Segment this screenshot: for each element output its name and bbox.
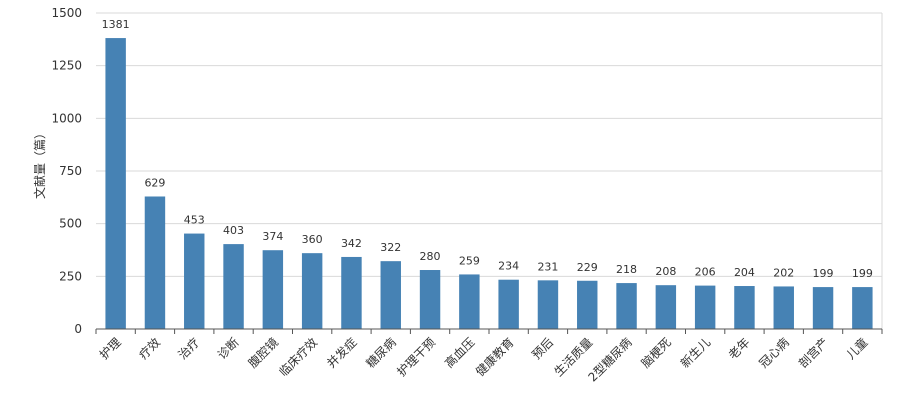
x-tick-label: 护理: [97, 335, 124, 362]
bar: [301, 253, 323, 329]
x-tick-label: 疗效: [135, 335, 163, 363]
y-tick-label: 1000: [51, 111, 82, 125]
data-label: 218: [616, 263, 637, 276]
bar: [419, 270, 441, 329]
bar: [773, 286, 794, 329]
x-tick-label: 临床疗效: [276, 335, 321, 380]
gridlines: [96, 12, 883, 329]
data-label: 259: [459, 254, 480, 267]
bar: [498, 279, 519, 329]
bar: [184, 233, 205, 329]
bar: [694, 285, 716, 329]
data-label: 360: [302, 233, 323, 246]
x-tick-label: 并发症: [323, 335, 359, 371]
data-label: 322: [380, 241, 401, 254]
bar: [812, 287, 834, 329]
bar: [223, 244, 244, 329]
bar: [577, 280, 598, 329]
y-tick-label: 0: [74, 322, 82, 336]
data-labels: 1381 629 453 403 374 360 342 322 280 259 234 231 229…: [102, 18, 873, 280]
x-tick-label: 腹腔镜: [245, 335, 281, 371]
bar: [537, 280, 559, 329]
bars: [105, 38, 873, 329]
data-label: 202: [773, 266, 794, 279]
x-tick-label: 冠心病: [756, 335, 792, 371]
bar: [380, 261, 401, 329]
x-tick-label: 儿童: [843, 335, 871, 363]
bar: [459, 274, 480, 329]
data-label: 204: [734, 266, 755, 279]
data-label: 199: [852, 267, 873, 280]
data-label: 206: [695, 266, 716, 279]
data-label: 280: [420, 250, 441, 263]
x-tick-label: 护理干预: [394, 335, 438, 379]
data-label: 208: [655, 265, 676, 278]
x-tick-label: 治疗: [175, 335, 202, 362]
bar: [655, 285, 677, 329]
data-label: 374: [262, 230, 283, 243]
x-tick-label: 新生儿: [677, 335, 713, 371]
y-tick-label: 750: [59, 164, 82, 178]
x-tick-label: 预后: [529, 335, 556, 362]
x-tick-label: 老年: [726, 335, 753, 362]
x-tick-label: 糖尿病: [363, 335, 399, 371]
data-label: 234: [498, 260, 519, 273]
x-tick-label: 高血压: [441, 335, 477, 371]
y-tick-label: 500: [59, 217, 82, 231]
bar: [734, 286, 755, 329]
data-label: 229: [577, 261, 598, 274]
data-label: 453: [184, 214, 205, 227]
data-label: 629: [144, 176, 165, 189]
y-axis-title: 文献量（篇）: [32, 127, 47, 199]
y-tick-label: 1250: [51, 59, 82, 73]
y-tick-label: 250: [59, 269, 82, 283]
x-tick-label: 健康教育: [472, 335, 517, 380]
bar: [262, 250, 284, 329]
data-label: 403: [223, 224, 244, 237]
x-tick-label: 诊断: [214, 335, 242, 363]
data-label: 231: [537, 260, 558, 273]
data-label: 342: [341, 237, 362, 250]
y-axis-ticks: 0 250 500 750 1000 1250 1500: [51, 6, 82, 336]
bar: [852, 287, 873, 329]
data-label: 199: [813, 267, 834, 280]
bar: [341, 256, 362, 329]
x-tick-label: 脑梗死: [638, 335, 674, 371]
bar: [616, 283, 637, 329]
y-tick-label: 1500: [51, 6, 82, 20]
bar: [144, 196, 166, 329]
data-label: 1381: [102, 18, 130, 31]
x-tick-label: 剖宫产: [795, 335, 831, 371]
bar: [105, 38, 126, 329]
